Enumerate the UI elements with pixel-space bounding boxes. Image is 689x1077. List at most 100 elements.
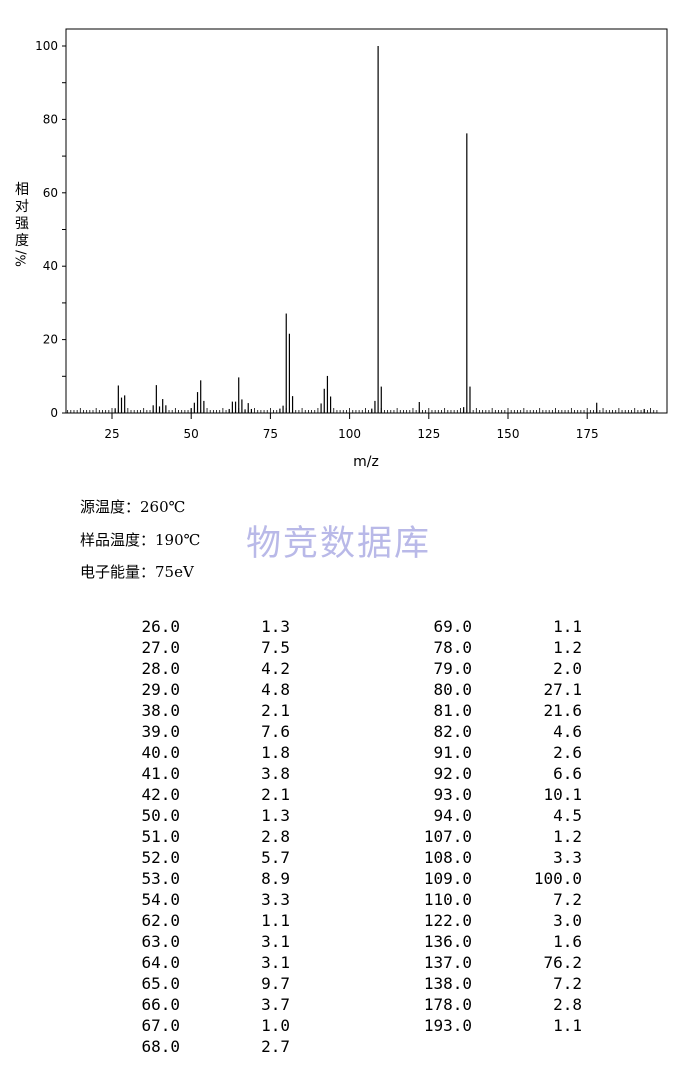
peak-mz-value: 178.0 bbox=[423, 995, 472, 1014]
peak-mz-value: 107.0 bbox=[423, 827, 472, 846]
peak-abundance-value: 1.1 bbox=[553, 1016, 582, 1035]
y-axis-title-char: 相 bbox=[15, 182, 29, 198]
peak-abundance-value: 4.2 bbox=[261, 659, 290, 678]
peak-mz-value: 63.0 bbox=[141, 932, 180, 951]
x-tick-label: 175 bbox=[576, 427, 599, 441]
peak-mz-value: 108.0 bbox=[423, 848, 472, 867]
peak-mz-value: 65.0 bbox=[141, 974, 180, 993]
x-minor-ticks bbox=[67, 408, 658, 413]
peak-table-right-abundance: 1.1 1.2 2.0 27.1 21.6 4.6 2.6 6.6 10.1 4.5 1.2 3.3 1… bbox=[510, 616, 582, 1036]
y-axis-title-char: 对 bbox=[15, 199, 29, 215]
y-axis-ticks: 0 20 40 60 80 100 bbox=[35, 39, 66, 420]
spectrum-peaks bbox=[114, 46, 645, 413]
peak-abundance-value: 3.3 bbox=[553, 848, 582, 867]
peak-abundance-value: 1.2 bbox=[553, 638, 582, 657]
peak-mz-value: 110.0 bbox=[423, 890, 472, 909]
y-tick-label: 40 bbox=[43, 259, 58, 273]
peak-mz-value: 41.0 bbox=[141, 764, 180, 783]
x-tick-label: 100 bbox=[338, 427, 361, 441]
x-tick-label: 50 bbox=[184, 427, 199, 441]
x-axis-ticks: 25 50 75 100 125 150 175 bbox=[104, 413, 599, 441]
y-tick-label: 60 bbox=[43, 186, 58, 200]
peak-abundance-value: 1.2 bbox=[553, 827, 582, 846]
peak-mz-value: 136.0 bbox=[423, 932, 472, 951]
peak-abundance-value: 4.5 bbox=[553, 806, 582, 825]
peak-abundance-value: 2.8 bbox=[553, 995, 582, 1014]
peak-mz-value: 27.0 bbox=[141, 638, 180, 657]
y-tick-label: 0 bbox=[50, 406, 58, 420]
x-tick-label: 125 bbox=[417, 427, 440, 441]
sample-temperature: 样品温度：190℃ bbox=[80, 531, 201, 549]
peak-mz-value: 29.0 bbox=[141, 680, 180, 699]
peak-mz-value: 80.0 bbox=[433, 680, 472, 699]
peak-mz-value: 39.0 bbox=[141, 722, 180, 741]
peak-abundance-value: 1.1 bbox=[261, 911, 290, 930]
peak-abundance-value: 76.2 bbox=[543, 953, 582, 972]
x-axis-title: m/z bbox=[353, 454, 379, 470]
peak-mz-value: 53.0 bbox=[141, 869, 180, 888]
peak-abundance-value: 2.0 bbox=[553, 659, 582, 678]
peak-mz-value: 93.0 bbox=[433, 785, 472, 804]
peak-abundance-value: 1.3 bbox=[261, 806, 290, 825]
peak-abundance-value: 4.8 bbox=[261, 680, 290, 699]
y-axis-title-char: 度 bbox=[15, 233, 29, 249]
peak-abundance-value: 8.9 bbox=[261, 869, 290, 888]
plot-frame bbox=[65, 28, 668, 414]
peak-mz-value: 26.0 bbox=[141, 617, 180, 636]
peak-mz-value: 193.0 bbox=[423, 1016, 472, 1035]
peak-mz-value: 68.0 bbox=[141, 1037, 180, 1056]
watermark: 物竞数据库 bbox=[246, 524, 432, 564]
y-tick-label: 80 bbox=[43, 112, 58, 126]
peak-mz-value: 109.0 bbox=[423, 869, 472, 888]
x-tick-label: 75 bbox=[263, 427, 278, 441]
peak-mz-value: 66.0 bbox=[141, 995, 180, 1014]
peak-mz-value: 79.0 bbox=[433, 659, 472, 678]
peak-mz-value: 67.0 bbox=[141, 1016, 180, 1035]
peak-abundance-value: 2.7 bbox=[261, 1037, 290, 1056]
peak-abundance-value: 2.8 bbox=[261, 827, 290, 846]
peak-abundance-value: 1.3 bbox=[261, 617, 290, 636]
peak-abundance-value: 27.1 bbox=[543, 680, 582, 699]
peak-abundance-value: 21.6 bbox=[543, 701, 582, 720]
peak-abundance-value: 7.6 bbox=[261, 722, 290, 741]
peak-abundance-value: 1.6 bbox=[553, 932, 582, 951]
source-temperature: 源温度：260℃ bbox=[80, 498, 186, 516]
peak-mz-value: 122.0 bbox=[423, 911, 472, 930]
peak-mz-value: 78.0 bbox=[433, 638, 472, 657]
peak-abundance-value: 3.7 bbox=[261, 995, 290, 1014]
peak-mz-value: 42.0 bbox=[141, 785, 180, 804]
x-tick-label: 25 bbox=[104, 427, 119, 441]
peak-abundance-value: 7.2 bbox=[553, 974, 582, 993]
peak-abundance-value: 3.1 bbox=[261, 932, 290, 951]
peak-abundance-value: 10.1 bbox=[543, 785, 582, 804]
peak-abundance-value: 1.8 bbox=[261, 743, 290, 762]
peak-abundance-value: 3.0 bbox=[553, 911, 582, 930]
peak-abundance-value: 3.3 bbox=[261, 890, 290, 909]
peak-abundance-value: 5.7 bbox=[261, 848, 290, 867]
peak-mz-value: 69.0 bbox=[433, 617, 472, 636]
peak-mz-value: 54.0 bbox=[141, 890, 180, 909]
x-tick-label: 150 bbox=[497, 427, 520, 441]
peak-abundance-value: 2.1 bbox=[261, 785, 290, 804]
mass-spectrum-chart: 25 50 75 100 125 150 175 0 20 40 60 80 100 m/z bbox=[35, 28, 668, 470]
y-axis-title: 相 对 强 度 %/ bbox=[12, 182, 32, 267]
peak-abundance-value: 6.6 bbox=[553, 764, 582, 783]
y-axis-title-char: 强 bbox=[15, 216, 29, 232]
peak-abundance-value: 3.8 bbox=[261, 764, 290, 783]
peak-mz-value: 137.0 bbox=[423, 953, 472, 972]
peak-mz-value: 62.0 bbox=[141, 911, 180, 930]
y-tick-label: 100 bbox=[35, 39, 58, 53]
peak-abundance-value: 9.7 bbox=[261, 974, 290, 993]
peak-mz-value: 51.0 bbox=[141, 827, 180, 846]
peak-mz-value: 64.0 bbox=[141, 953, 180, 972]
peak-table-right-mz: 69.0 78.0 79.0 80.0 81.0 82.0 91.0 92.0 93.0 94.0… bbox=[400, 616, 472, 1036]
peak-table-left-abundance: 1.3 7.5 4.2 4.8 2.1 7.6 1.8 3.8 2.1 1.3 2.8 5.7 8.9 3… bbox=[230, 616, 290, 1057]
peak-table-left-mz: 26.0 27.0 28.0 29.0 38.0 39.0 40.0 41.0 42.0 50.0… bbox=[120, 616, 180, 1057]
peak-abundance-value: 100.0 bbox=[533, 869, 582, 888]
peak-mz-value: 52.0 bbox=[141, 848, 180, 867]
peak-mz-value: 40.0 bbox=[141, 743, 180, 762]
y-tick-label: 20 bbox=[43, 333, 58, 347]
peak-mz-value: 38.0 bbox=[141, 701, 180, 720]
peak-abundance-value: 4.6 bbox=[553, 722, 582, 741]
peak-mz-value: 138.0 bbox=[423, 974, 472, 993]
